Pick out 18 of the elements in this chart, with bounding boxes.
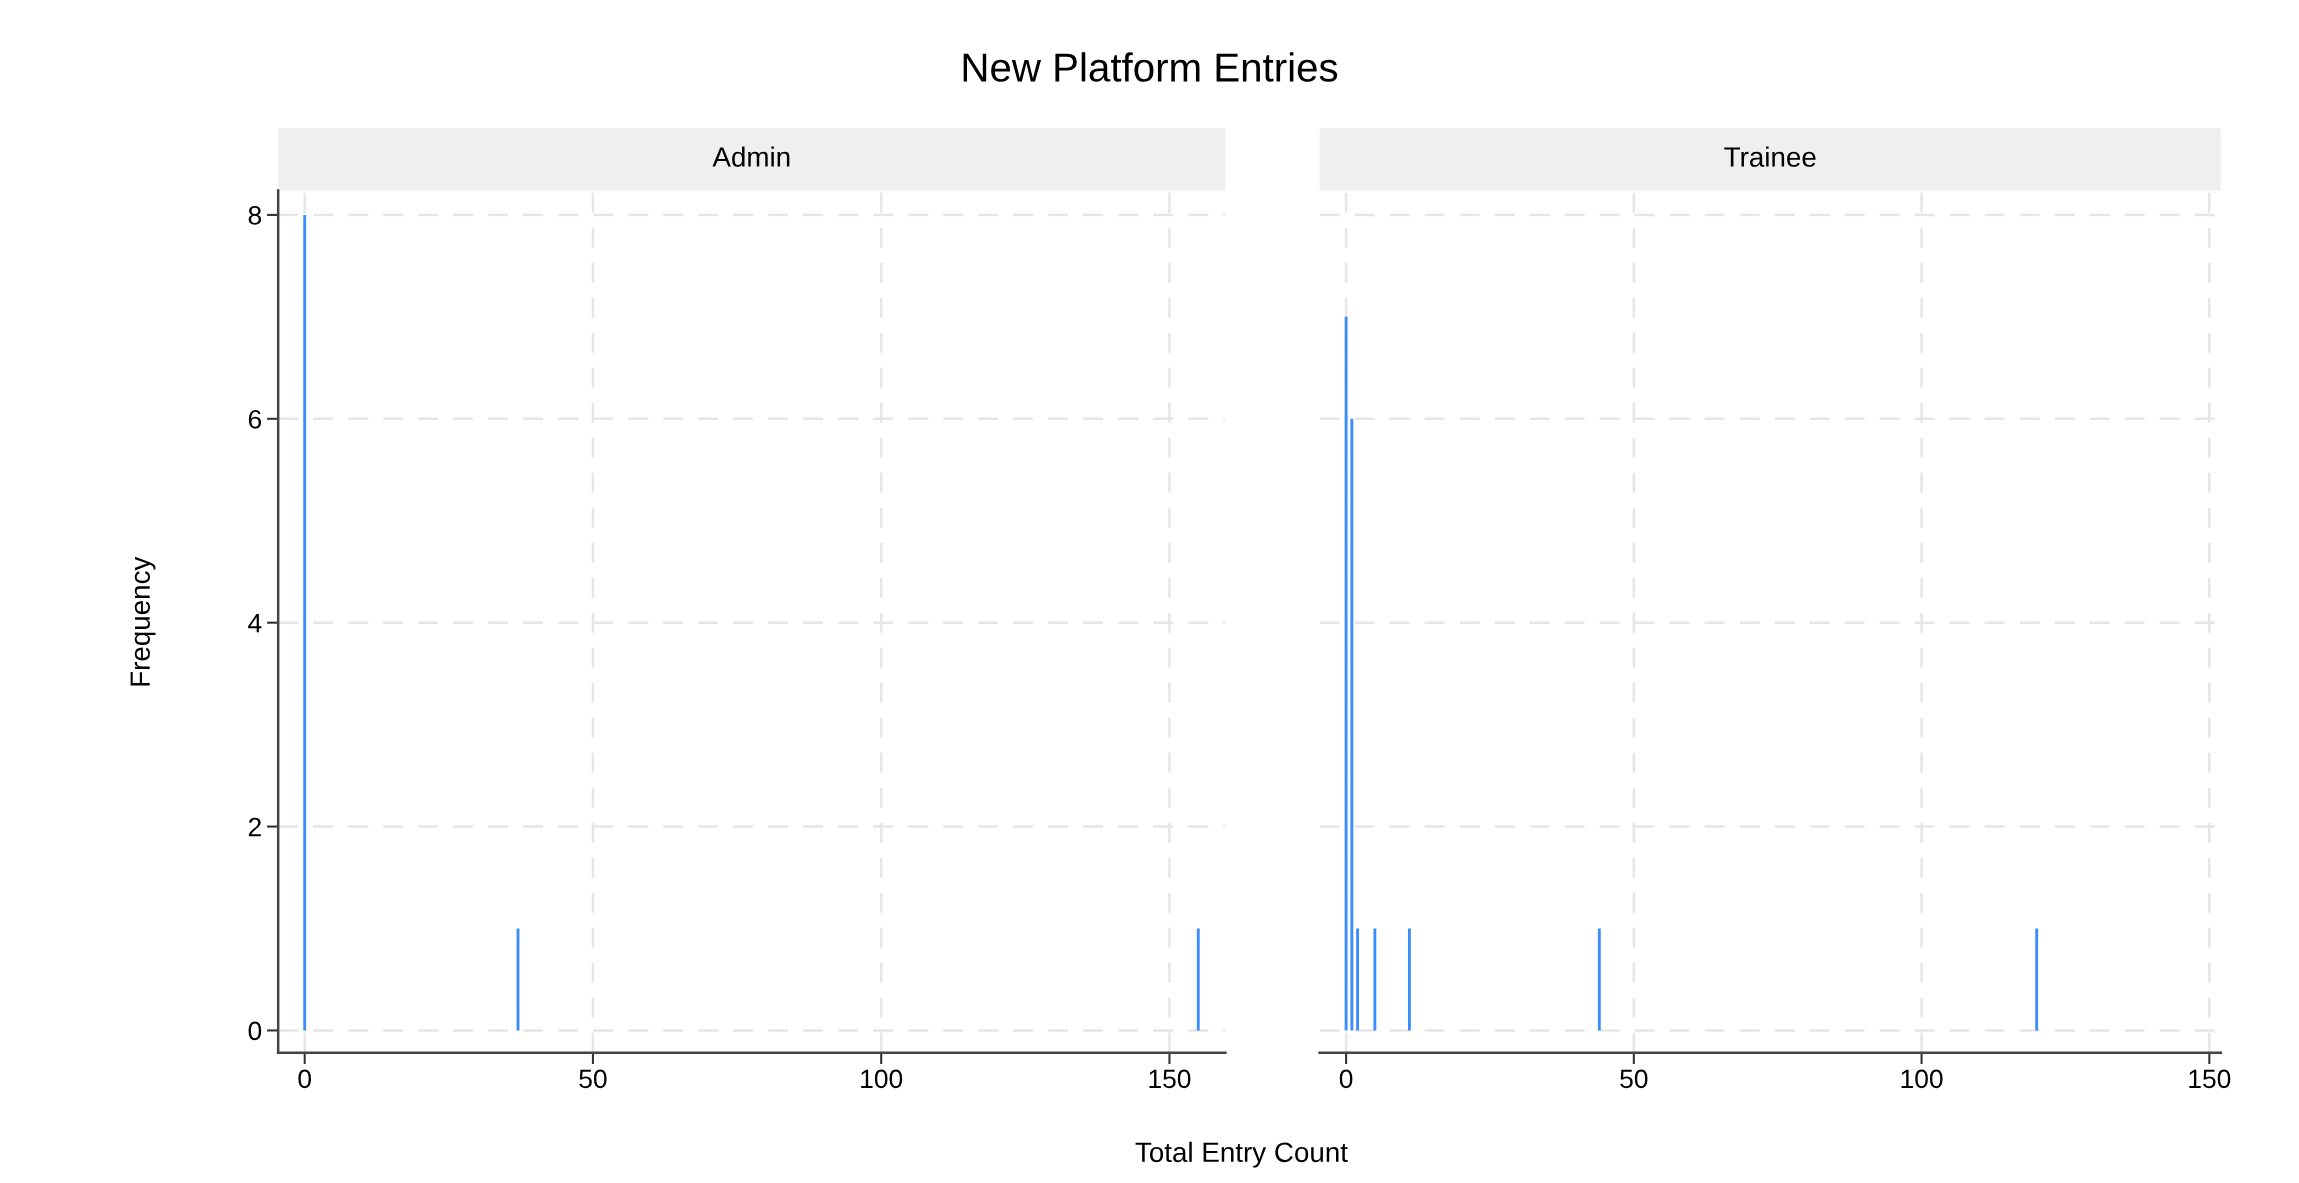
- y-tick-label: 0: [248, 1021, 262, 1041]
- y-tick-label: 2: [248, 817, 261, 837]
- x-tick-label: 0: [298, 1069, 311, 1089]
- x-tick-label: 150: [2189, 1069, 2231, 1089]
- x-tick-label: 150: [1149, 1069, 1191, 1089]
- y-axis-title: Frequency: [130, 556, 156, 686]
- chart-subtitle: Trainee: [1724, 146, 1816, 167]
- y-tick-label: 6: [248, 409, 262, 429]
- x-tick-label: 0: [1339, 1069, 1353, 1089]
- chart-title: New Platform Entries: [963, 52, 1338, 82]
- x-tick-label: 50: [1620, 1069, 1648, 1089]
- y-tick-label: 4: [248, 614, 262, 633]
- x-tick-label: 100: [1901, 1069, 1943, 1089]
- x-axis-title: Total Entry Count: [1135, 1141, 1348, 1168]
- x-tick-label: 50: [579, 1069, 607, 1089]
- y-tick-label: 8: [248, 206, 262, 225]
- x-tick-label: 100: [861, 1069, 903, 1089]
- chart-subtitle: Admin: [712, 146, 790, 167]
